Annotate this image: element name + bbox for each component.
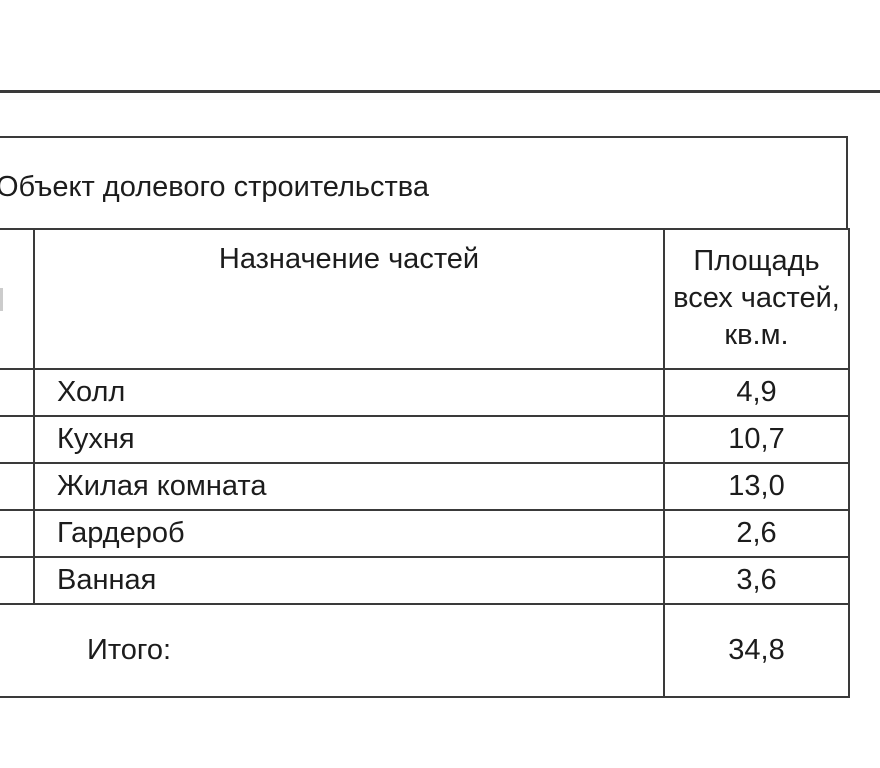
cell-room-area: 10,7 [663,415,850,464]
total-value-cell: 34,8 [663,603,850,698]
cell-room-name: Гардероб [33,509,665,558]
table-row: Ванная 3,6 [0,556,850,605]
cell-room-name: Холл [33,368,665,417]
cell-room-area: 3,6 [663,556,850,605]
total-label-cell: Итого: [0,603,665,698]
cell-room-area: 13,0 [663,462,850,511]
cell-number [0,415,35,464]
cell-number [0,462,35,511]
cell-room-area: 4,9 [663,368,850,417]
table-row: Холл 4,9 [0,368,850,417]
header-cell-number [0,228,35,370]
cell-room-name: Ванная [33,556,665,605]
cell-room-name: Жилая комната [33,462,665,511]
table-row: Кухня 10,7 [0,415,850,464]
cell-number [0,556,35,605]
cell-room-area: 2,6 [663,509,850,558]
cell-number [0,509,35,558]
header-area-line2: всех частей, [673,282,840,314]
section-title: Объект долевого строительства [0,170,429,203]
section-title-box: Объект долевого строительства [0,136,848,228]
cell-room-name: Кухня [33,415,665,464]
table-header-row: Назначение частей Площадь всех частей, к… [0,228,850,370]
table-row: Жилая комната 13,0 [0,462,850,511]
header-area-line3: кв.м. [724,319,789,351]
top-divider [0,90,880,93]
header-area-line1: Площадь [693,245,820,277]
table-total-row: Итого: 34,8 [0,603,850,698]
areas-table: Назначение частей Площадь всех частей, к… [0,228,850,698]
header-cell-purpose: Назначение частей [33,228,665,370]
cell-number [0,368,35,417]
header-cell-area: Площадь всех частей, кв.м. [663,228,850,370]
table-row: Гардероб 2,6 [0,509,850,558]
